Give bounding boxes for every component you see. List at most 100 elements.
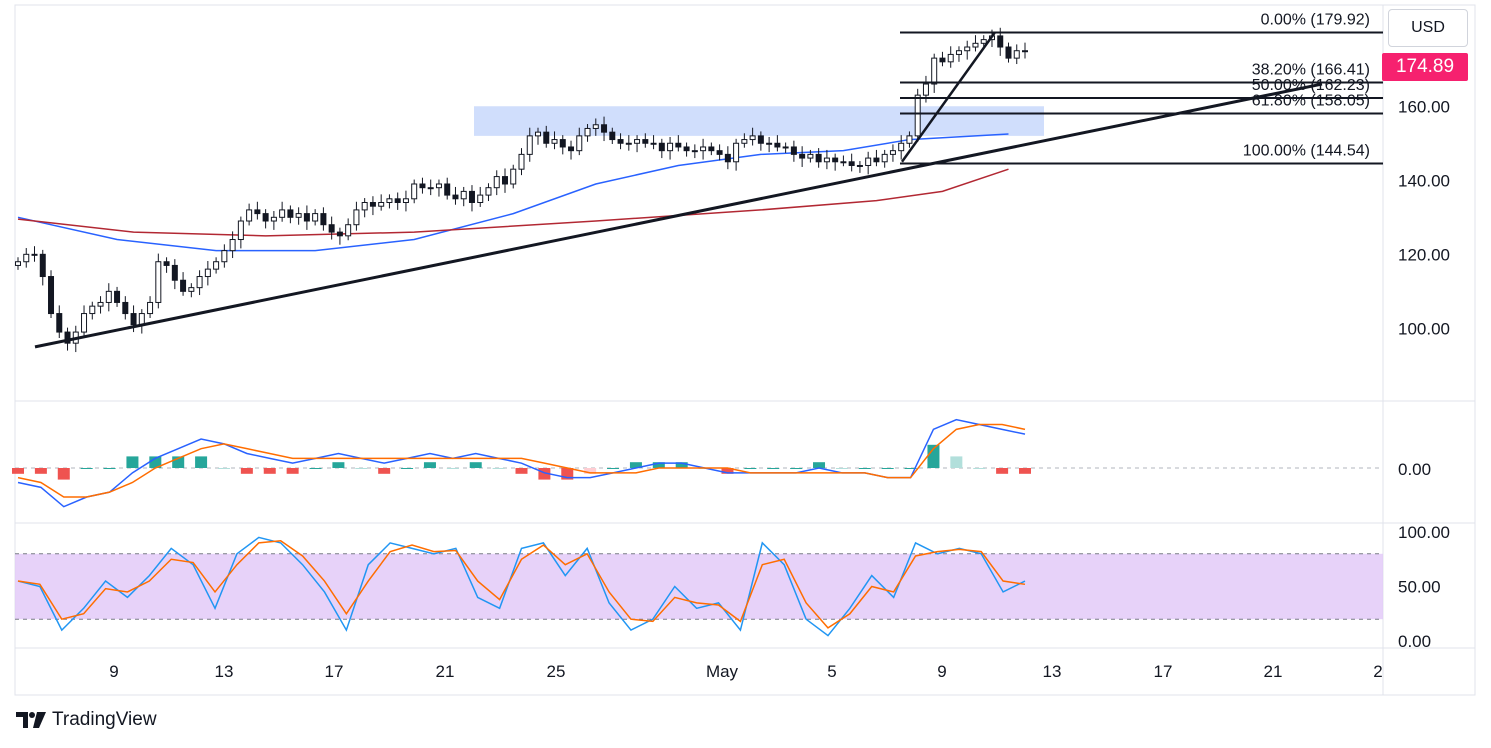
candle-up (906, 135, 913, 144)
macd-histogram-bar (469, 462, 482, 468)
time-axis-tick: 9 (937, 662, 946, 681)
candle-up (97, 301, 104, 307)
candle-up (634, 139, 641, 144)
candle-up (188, 287, 195, 292)
candle-up (411, 183, 418, 200)
candle-up (898, 142, 905, 152)
candle-down (254, 209, 261, 215)
candle-down (609, 131, 616, 141)
macd-histogram-bar (423, 462, 436, 468)
candle-down (799, 153, 806, 159)
macd-histogram-bar (858, 468, 871, 469)
candle-up (922, 83, 929, 96)
price-axis-tick: 120.00 (1398, 245, 1450, 264)
candle-up (435, 183, 442, 189)
macd-histogram-bar (149, 456, 162, 468)
stoch-axis-tick: 100.00 (1398, 523, 1450, 542)
macd-histogram-bar (790, 468, 803, 469)
candle-down (328, 224, 335, 233)
macd-histogram-bar (217, 468, 230, 469)
currency-button[interactable]: USD (1388, 9, 1468, 47)
candle-up (733, 142, 740, 163)
time-axis-tick: 5 (827, 662, 836, 681)
candle-down (757, 135, 764, 144)
macd-histogram-bar (355, 468, 368, 469)
candle-up (741, 139, 748, 144)
candle-up (881, 153, 888, 163)
macd-histogram-bar (332, 462, 345, 468)
macd-histogram-bar (881, 468, 894, 469)
candle-down (64, 331, 71, 344)
candle-up (766, 142, 773, 145)
candle-up (213, 261, 220, 270)
time-axis[interactable]: 9 13 17 21 25 May 5 9 13 17 21 2 (109, 662, 1382, 681)
stoch-axis-tick: 0.00 (1398, 632, 1431, 651)
candle-down (163, 261, 170, 266)
macd-histogram-bar (515, 468, 528, 474)
stoch-d-line (17, 539, 1026, 629)
candle-down (642, 139, 649, 144)
macd-histogram-bar (34, 468, 47, 474)
candle-up (972, 42, 979, 48)
candle-up (980, 39, 987, 44)
candle-down (617, 139, 624, 144)
candle-down (568, 146, 575, 152)
price-axis-tick: 100.00 (1398, 319, 1450, 338)
fib-level-label: 61.80% (158.05) (1252, 92, 1370, 109)
candle-down (832, 157, 839, 163)
fib-level-label: 100.00% (144.54) (1243, 142, 1370, 159)
macd-histogram-bar (126, 456, 139, 468)
candle-up (782, 146, 789, 149)
candle-up (270, 216, 277, 222)
candle-up (535, 131, 542, 137)
price-panel[interactable]: 0.00% (179.92) 38.20% (166.41)50.00% (162… (15, 12, 1451, 353)
macd-histogram-bar (607, 468, 620, 469)
macd-histogram-bar (584, 468, 597, 474)
candle-down (601, 124, 608, 133)
macd-histogram-bar (950, 456, 963, 468)
candle-up (81, 313, 88, 333)
macd-histogram-bar (675, 462, 688, 468)
candle-up (700, 146, 707, 152)
candle-up (691, 150, 698, 153)
candle-down (468, 190, 475, 203)
macd-histogram-bar (652, 462, 665, 468)
stoch-rsi-panel[interactable]: 0.00 50.00 100.00 (15, 523, 1450, 651)
candle-up (155, 261, 162, 303)
candle-up (279, 209, 286, 218)
candle-up (427, 187, 434, 190)
candle-up (361, 202, 368, 211)
macd-histogram-bar (721, 468, 734, 474)
candle-up (964, 46, 971, 52)
candle-down (1022, 50, 1028, 53)
candle-down (369, 202, 376, 207)
candle-down (452, 194, 459, 200)
candle-up (526, 135, 533, 155)
tradingview-logo-icon (16, 712, 46, 728)
tradingview-brand[interactable]: TradingView (16, 709, 157, 731)
candle-down (394, 198, 401, 204)
candle-up (551, 139, 558, 144)
candle-down (939, 57, 946, 63)
macd-panel[interactable]: 0.00 (12, 418, 1431, 508)
candle-up (749, 135, 756, 141)
candle-down (444, 183, 451, 196)
price-axis-tick: 140.00 (1398, 171, 1450, 190)
candle-up (147, 301, 154, 315)
brand-name: TradingView (52, 709, 157, 730)
fib-level-label: 38.20% (166.41) (1252, 62, 1370, 79)
candle-down (815, 153, 822, 163)
candle-up (138, 313, 145, 326)
macd-histogram-bar (996, 468, 1009, 474)
macd-histogram-bar (927, 444, 940, 468)
candle-up (493, 176, 500, 189)
time-axis-tick: 17 (325, 662, 344, 681)
candle-up (221, 250, 228, 263)
candle-down (997, 35, 1004, 48)
macd-histogram-bar (80, 468, 93, 469)
candle-up (196, 276, 203, 289)
candle-up (914, 94, 921, 137)
macd-histogram-bar (103, 468, 116, 469)
candle-up (31, 253, 38, 256)
macd-histogram-bar (561, 468, 574, 480)
